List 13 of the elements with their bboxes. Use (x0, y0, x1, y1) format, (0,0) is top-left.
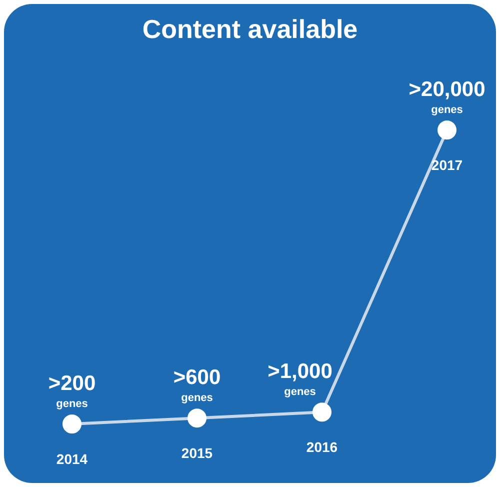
x-tick-label: 2016 (306, 439, 338, 456)
x-tick-label: 2017 (431, 156, 463, 173)
text: genes (431, 104, 463, 116)
annotation: genes (181, 392, 213, 404)
data-label: >200 (48, 372, 96, 396)
data-label: >20,000 (408, 78, 486, 101)
annotation: genes (284, 386, 316, 398)
chart-title: Content available (141, 14, 359, 45)
x-tick-label: 2014 (56, 450, 88, 467)
annotation: genes (56, 398, 88, 410)
x-tick-label: 2015 (181, 444, 213, 461)
data-label: >1,000 (268, 360, 332, 384)
data-label: >600 (173, 366, 221, 390)
